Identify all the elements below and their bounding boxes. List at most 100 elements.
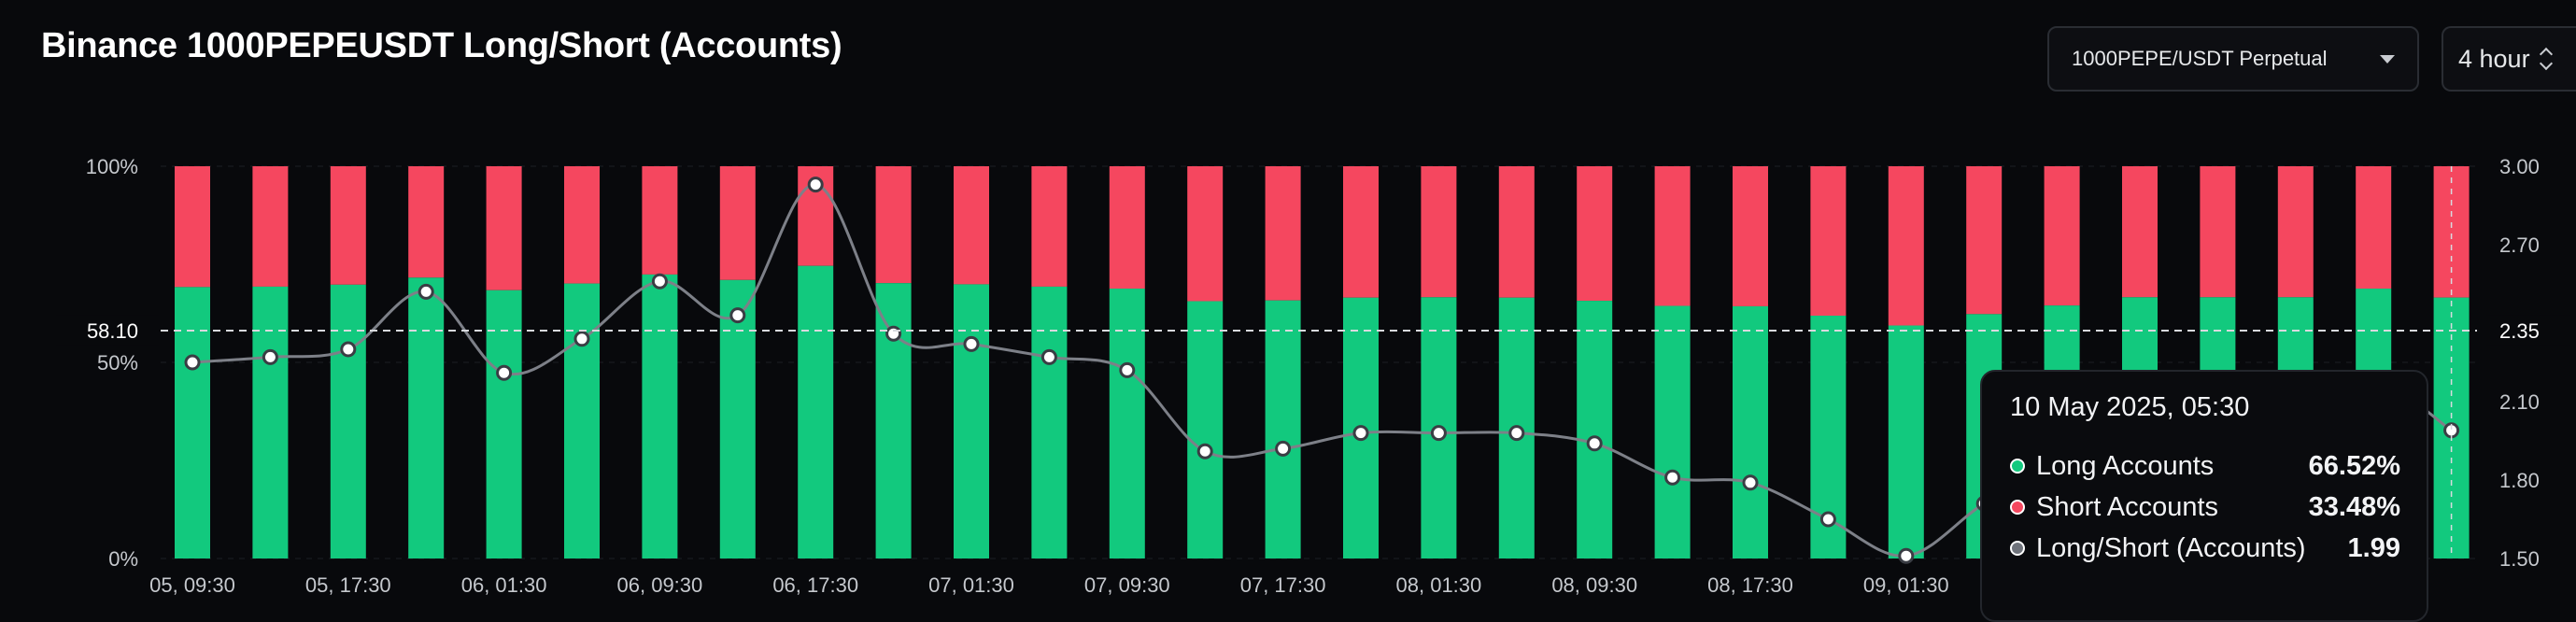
- x-tick-label: 09, 01:30: [1863, 573, 1949, 597]
- short-bar[interactable]: [2044, 166, 2080, 306]
- short-bar[interactable]: [564, 166, 600, 284]
- x-tick-label: 05, 09:30: [149, 573, 235, 597]
- tooltip-row-label: Short Accounts: [2036, 491, 2219, 522]
- short-bar[interactable]: [954, 166, 989, 285]
- ratio-point[interactable]: [1586, 435, 1603, 452]
- y-left-tick-label: 0%: [108, 547, 138, 571]
- tooltip-row-value: 33.48%: [2308, 491, 2400, 522]
- tooltip-row-ratio: Long/Short (Accounts) 1.99: [2010, 528, 2400, 569]
- tooltip-date: 10 May 2025, 05:30: [2010, 392, 2250, 422]
- long-bar[interactable]: [486, 290, 522, 558]
- y-right-tick-label: 1.50: [2499, 547, 2540, 571]
- interval-select-value: 4 hour: [2458, 44, 2530, 73]
- short-bar[interactable]: [330, 166, 366, 285]
- tooltip-row-value: 1.99: [2347, 532, 2400, 563]
- long-bar[interactable]: [1187, 301, 1224, 558]
- short-bar[interactable]: [2200, 166, 2236, 298]
- x-tick-label: 07, 17:30: [1240, 573, 1326, 597]
- short-bar[interactable]: [486, 166, 522, 290]
- long-bar[interactable]: [564, 283, 600, 558]
- ratio-point[interactable]: [1275, 440, 1292, 457]
- ratio-point[interactable]: [573, 331, 590, 347]
- short-bar[interactable]: [2277, 166, 2314, 298]
- long-bar[interactable]: [1888, 325, 1924, 558]
- long-bar[interactable]: [954, 284, 989, 558]
- long-bar[interactable]: [1577, 301, 1613, 558]
- short-bar[interactable]: [1031, 166, 1068, 287]
- ratio-point[interactable]: [807, 177, 824, 193]
- short-bar[interactable]: [1733, 166, 1768, 306]
- ratio-point[interactable]: [1040, 348, 1057, 365]
- long-bar[interactable]: [1654, 305, 1691, 558]
- short-bar[interactable]: [1966, 166, 2003, 315]
- y-left-tick-label: 50%: [97, 351, 138, 375]
- short-bar[interactable]: [1109, 166, 1145, 290]
- long-bar[interactable]: [1031, 286, 1068, 558]
- short-bar[interactable]: [252, 166, 289, 287]
- ratio-dot-icon: [2010, 541, 2025, 556]
- short-bar[interactable]: [1498, 166, 1535, 298]
- long-bar[interactable]: [1733, 305, 1768, 558]
- short-bar[interactable]: [719, 166, 756, 280]
- interval-select[interactable]: 4 hour: [2442, 26, 2576, 92]
- ratio-point[interactable]: [1196, 443, 1213, 459]
- short-bar[interactable]: [1343, 166, 1379, 298]
- ratio-point[interactable]: [1430, 425, 1447, 442]
- crosshair-right-label-bg: [2486, 315, 2570, 346]
- short-bar[interactable]: [1654, 166, 1691, 306]
- long-bar[interactable]: [408, 277, 445, 558]
- ratio-point[interactable]: [1742, 474, 1759, 491]
- ratio-point[interactable]: [963, 335, 980, 352]
- ratio-point[interactable]: [184, 354, 201, 371]
- long-bar[interactable]: [330, 284, 366, 558]
- long-bar[interactable]: [798, 265, 834, 558]
- ratio-point[interactable]: [418, 283, 434, 300]
- long-bar[interactable]: [1109, 289, 1145, 558]
- y-right-tick-label: 2.10: [2499, 390, 2540, 414]
- tooltip-row-long: Long Accounts 66.52%: [2010, 445, 2400, 487]
- ratio-point[interactable]: [885, 325, 902, 342]
- short-bar[interactable]: [1810, 166, 1847, 317]
- long-bar[interactable]: [252, 286, 289, 558]
- x-tick-label: 05, 17:30: [305, 573, 391, 597]
- long-bar[interactable]: [642, 274, 678, 558]
- ratio-point[interactable]: [262, 348, 278, 365]
- y-right-tick-label: 3.00: [2499, 155, 2540, 178]
- short-bar[interactable]: [1888, 166, 1924, 326]
- crosshair-left-label: 58.10: [87, 319, 138, 343]
- long-bar[interactable]: [175, 287, 210, 558]
- short-bar[interactable]: [175, 166, 210, 288]
- ratio-point[interactable]: [1819, 511, 1836, 528]
- x-tick-label: 08, 01:30: [1396, 573, 1482, 597]
- short-bar[interactable]: [2356, 166, 2392, 290]
- page-title: Binance 1000PEPEUSDT Long/Short (Account…: [41, 26, 842, 65]
- long-bar[interactable]: [1265, 300, 1301, 558]
- tooltip-row-label: Long/Short (Accounts): [2036, 532, 2306, 563]
- short-bar[interactable]: [642, 166, 678, 275]
- short-bar[interactable]: [875, 166, 912, 284]
- ratio-point[interactable]: [1352, 425, 1369, 442]
- short-bar[interactable]: [408, 166, 445, 278]
- pair-select[interactable]: 1000PEPE/USDT Perpetual: [2047, 26, 2419, 92]
- ratio-point[interactable]: [1508, 425, 1525, 442]
- short-bar[interactable]: [2122, 166, 2158, 298]
- ratio-point[interactable]: [651, 273, 668, 290]
- crosshair-left-label-bg: [56, 315, 159, 346]
- long-dot-icon: [2010, 459, 2025, 474]
- short-bar[interactable]: [1187, 166, 1224, 302]
- long-bar[interactable]: [719, 279, 756, 558]
- tooltip-row-value: 66.52%: [2308, 450, 2400, 481]
- chart-tooltip: 10 May 2025, 05:30 Long Accounts 66.52% …: [1980, 370, 2428, 622]
- ratio-point[interactable]: [1898, 547, 1915, 564]
- short-dot-icon: [2010, 500, 2025, 515]
- ratio-point[interactable]: [1119, 361, 1136, 378]
- ratio-point[interactable]: [496, 364, 513, 381]
- ratio-point[interactable]: [340, 341, 357, 358]
- ratio-point[interactable]: [729, 307, 746, 324]
- short-bar[interactable]: [1421, 166, 1457, 298]
- long-bar[interactable]: [875, 283, 912, 558]
- short-bar[interactable]: [1265, 166, 1301, 301]
- ratio-point[interactable]: [1664, 469, 1681, 486]
- short-bar[interactable]: [2433, 166, 2470, 298]
- short-bar[interactable]: [1577, 166, 1613, 302]
